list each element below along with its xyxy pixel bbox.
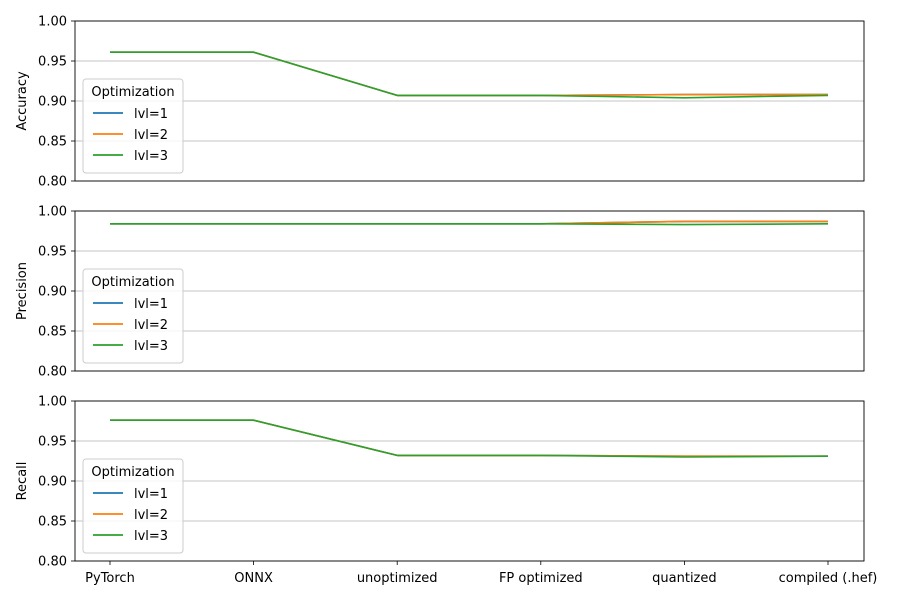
legend-box [82, 268, 184, 364]
legend-title: Optimization [91, 465, 174, 480]
series-line-lvl-2 [110, 419, 828, 458]
y-tick-label: 0.85 [38, 515, 67, 530]
y-tick-label: 0.95 [38, 55, 67, 70]
y-tick-label: 1.00 [38, 205, 67, 220]
x-tick-label: unoptimized [357, 571, 438, 586]
y-axis-label: Accuracy [15, 71, 30, 131]
series-line-lvl-1 [110, 51, 828, 97]
legend-title: Optimization [91, 275, 174, 290]
series-line-lvl-3 [110, 223, 829, 226]
legend-label: lvl=1 [134, 297, 168, 312]
legend-box [82, 458, 184, 554]
y-tick-label: 0.80 [38, 365, 67, 380]
x-tick-label: quantized [652, 571, 716, 586]
series-line-lvl-1 [110, 419, 828, 458]
legend-label: lvl=1 [134, 107, 168, 122]
plot-frame [74, 210, 865, 372]
legend-label: lvl=1 [134, 487, 168, 502]
x-tick-label: compiled (.hef) [779, 571, 878, 586]
y-tick-label: 0.95 [38, 245, 67, 260]
y-tick-label: 0.80 [38, 175, 67, 190]
x-tick-label: FP optimized [499, 571, 583, 586]
y-tick-label: 1.00 [38, 395, 67, 410]
y-tick-label: 0.90 [38, 95, 67, 110]
y-tick-label: 0.85 [38, 135, 67, 150]
y-tick-label: 0.90 [38, 475, 67, 490]
legend-label: lvl=3 [134, 529, 168, 544]
y-tick-label: 1.00 [38, 15, 67, 30]
legend-title: Optimization [91, 85, 174, 100]
y-tick-label: 0.95 [38, 435, 67, 450]
plot-frame [74, 20, 865, 182]
legend-label: lvl=2 [134, 318, 168, 333]
x-tick-label: PyTorch [85, 571, 135, 586]
y-tick-label: 0.80 [38, 555, 67, 570]
plot-frame [74, 400, 865, 562]
y-tick-label: 0.90 [38, 285, 67, 300]
legend-box [82, 78, 184, 174]
series-line-lvl-3 [110, 51, 829, 99]
y-axis-label: Recall [15, 462, 30, 501]
legend-label: lvl=2 [134, 128, 168, 143]
series-line-lvl-2 [110, 51, 828, 97]
legend-label: lvl=2 [134, 508, 168, 523]
legend-label: lvl=3 [134, 149, 168, 164]
legend-label: lvl=3 [134, 339, 168, 354]
y-axis-label: Precision [15, 262, 30, 320]
series-line-lvl-3 [110, 419, 829, 458]
x-tick-label: ONNX [234, 571, 273, 586]
y-tick-label: 0.85 [38, 325, 67, 340]
